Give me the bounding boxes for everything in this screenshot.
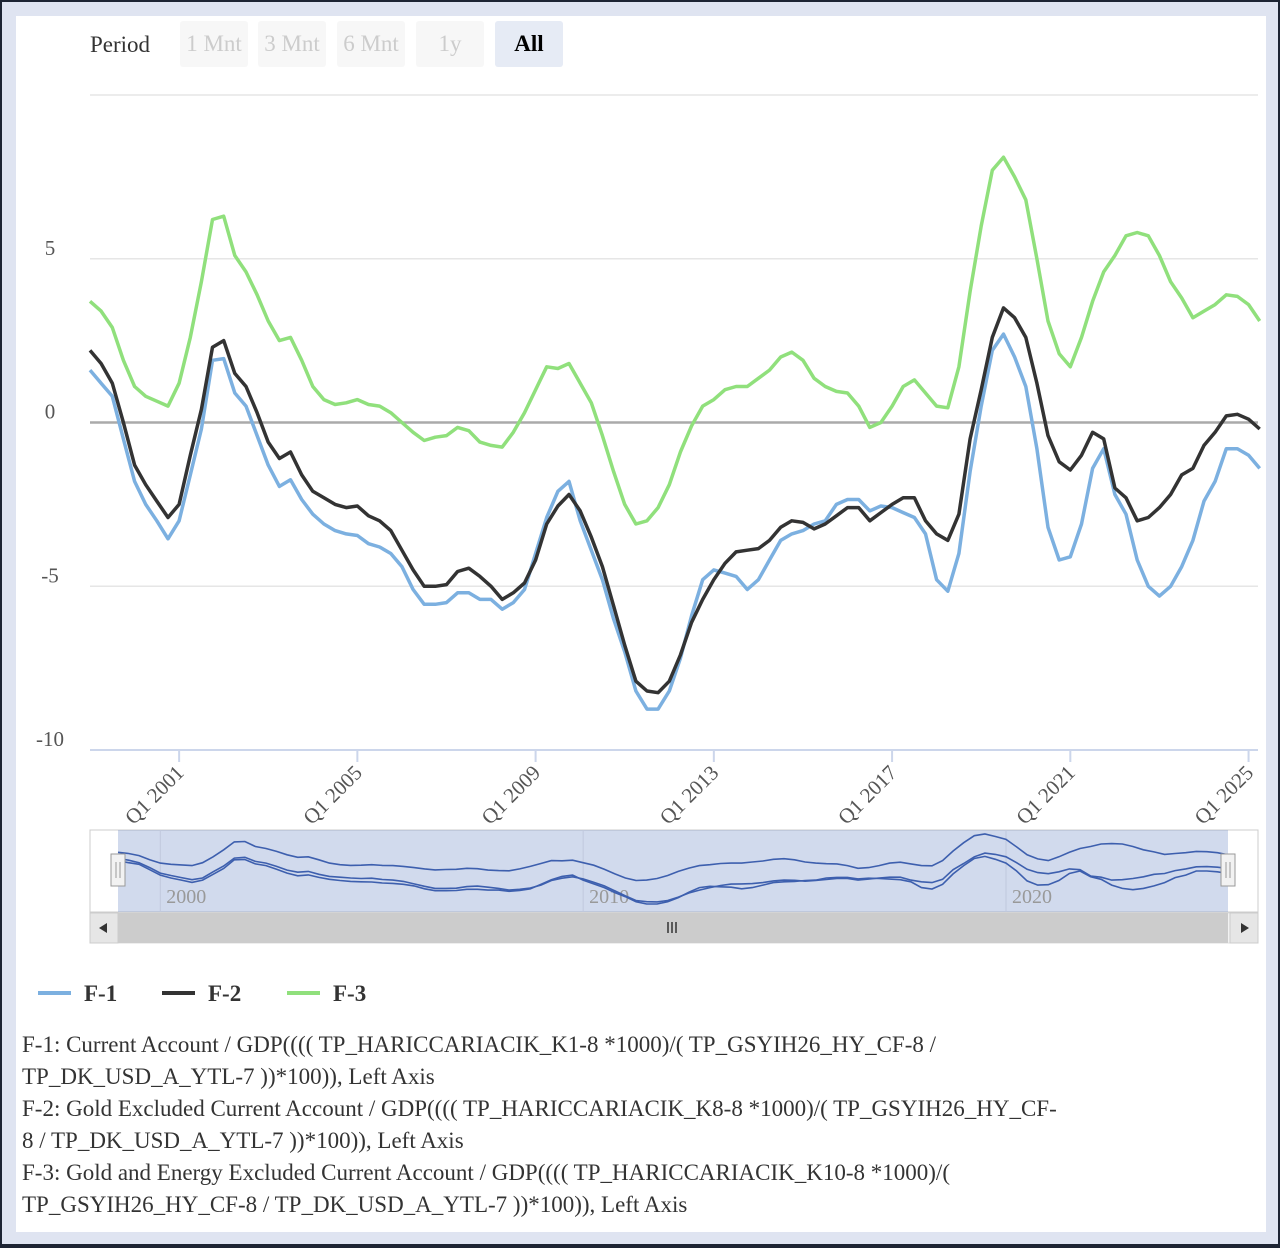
series-line [88, 306, 1261, 695]
range-button[interactable] [337, 21, 405, 67]
x-tick-label: Q1 2017 [833, 761, 902, 830]
note: F-1: Current Account / GDP(((( TP_HARICC… [22, 1032, 937, 1089]
range-button-label[interactable]: 1y [439, 31, 463, 56]
range-button[interactable] [416, 21, 484, 67]
navigator-handle[interactable] [110, 853, 126, 887]
x-tick-label: Q1 2021 [1011, 761, 1080, 830]
x-tick-label: Q1 2005 [298, 761, 367, 830]
note: F-2: Gold Excluded Current Account / GDP… [22, 1096, 1057, 1153]
y-tick-label: 5 [45, 236, 56, 260]
legend-label[interactable]: F-3 [333, 981, 366, 1006]
range-button[interactable] [258, 21, 326, 67]
range-button-label[interactable]: 1 Mnt [186, 31, 242, 56]
navigator-label: 2000 [166, 886, 206, 908]
navigator-label: 2010 [589, 886, 629, 908]
chart: Period 1 Mnt 3 Mnt 6 Mnt 1y All -10 -5 0 5 Q1 200… [36, 21, 1262, 1006]
arrow-left [99, 923, 107, 933]
notes: F-1: Current Account / GDP(((( TP_HARICC… [22, 1029, 1067, 1221]
legend-label[interactable]: F-1 [84, 981, 117, 1006]
x-tick-label: Q1 2009 [477, 761, 546, 830]
navigator-handle[interactable] [1220, 853, 1236, 887]
legend-label[interactable]: F-2 [208, 981, 241, 1006]
range-button[interactable] [495, 21, 563, 67]
y-tick-label: 0 [45, 400, 56, 424]
navigator-line [117, 852, 1229, 903]
navigator-line [117, 833, 1229, 882]
period-label: Period [90, 32, 151, 57]
note: F-3: Gold and Energy Excluded Current Ac… [22, 1160, 950, 1217]
arrow-right [1241, 923, 1249, 933]
x-tick-label: Q1 2001 [120, 761, 189, 830]
x-tick-label: Q1 2025 [1190, 761, 1259, 830]
y-tick-label: -5 [41, 563, 59, 587]
range-button-label[interactable]: 6 Mnt [343, 31, 399, 56]
series-line [88, 155, 1262, 526]
navigator-label: 2020 [1012, 886, 1052, 908]
scrollbar-thumb[interactable] [118, 913, 1228, 943]
x-tick-label: Q1 2013 [655, 761, 724, 830]
range-button-label[interactable]: 3 Mnt [264, 31, 320, 56]
series-line [88, 332, 1262, 711]
navigator-line [117, 855, 1229, 905]
scroll-left[interactable] [89, 912, 119, 944]
range-button-label[interactable]: All [514, 31, 543, 56]
y-tick-label: -10 [36, 727, 64, 751]
range-button[interactable] [180, 21, 248, 67]
